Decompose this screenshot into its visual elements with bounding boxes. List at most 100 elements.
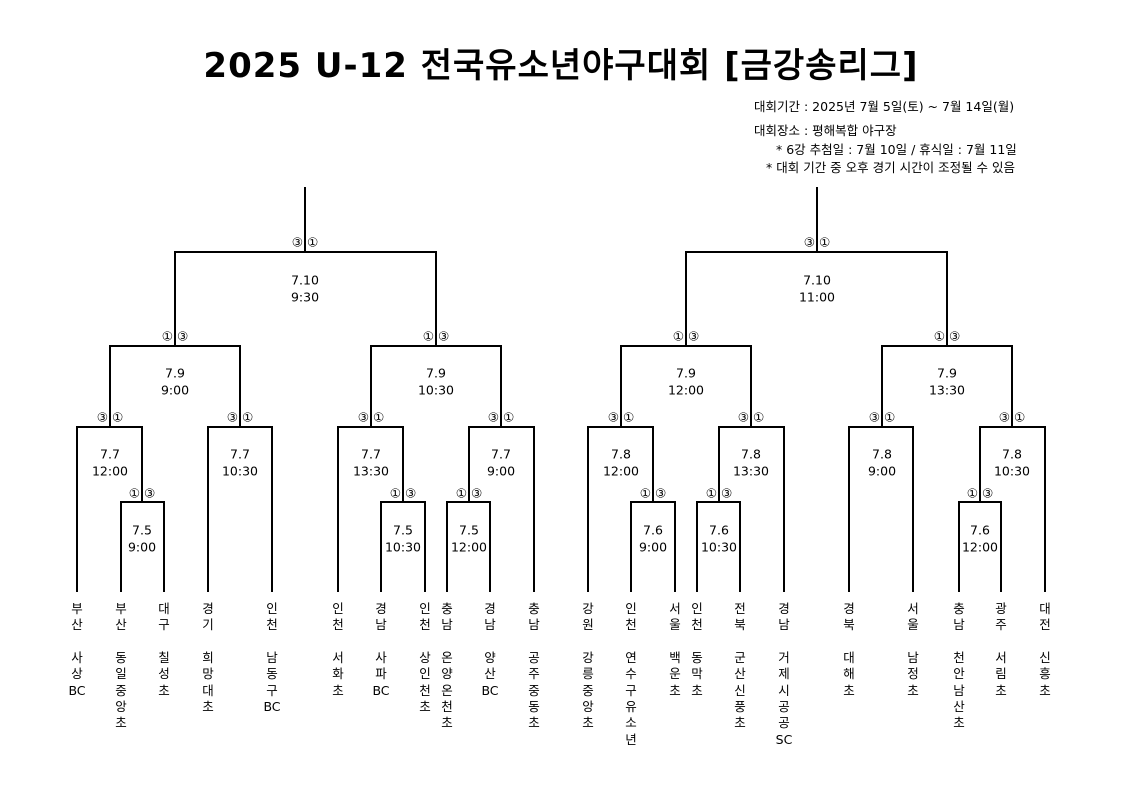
team-region: 경기 (202, 601, 214, 633)
team-region: 부산 (71, 601, 83, 633)
draw-note: * 6강 추첨일 : 7월 10일 / 휴식일 : 7월 11일 (776, 142, 1017, 157)
match-time: 9:00 (128, 540, 156, 555)
seed-markers: ① ③ (706, 486, 732, 501)
team-entry: 충남 천안남산초 (949, 601, 969, 732)
seed-markers: ③ ① (804, 235, 830, 250)
team-entry: 경남 양산BC (480, 601, 500, 699)
seed-markers: ③ ① (292, 235, 318, 250)
match-date: 7.5 (393, 523, 413, 538)
match-time: 10:30 (222, 464, 258, 479)
seed-markers: ① ③ (129, 486, 155, 501)
team-region: 경남 (375, 601, 387, 633)
team-name: 사파BC (372, 649, 390, 698)
team-name: 남동구BC (263, 649, 281, 715)
match-date: 7.9 (676, 366, 696, 381)
team-name: 동일중앙초 (115, 649, 127, 731)
team-region: 인천 (266, 601, 278, 633)
match-date: 7.7 (491, 447, 511, 462)
seed-markers: ① ③ (390, 486, 416, 501)
team-name: 희망대초 (202, 649, 214, 715)
team-name: 서림초 (995, 649, 1007, 698)
team-name: 사상BC (68, 649, 86, 698)
bracket-match-line (630, 427, 676, 592)
team-entry: 서울 백운초 (665, 601, 685, 699)
team-entry: 경북 대해초 (839, 601, 859, 699)
seed-markers: ③ ① (869, 410, 895, 425)
match-date: 7.8 (611, 447, 631, 462)
team-region: 인천 (332, 601, 344, 633)
tournament-venue: 대회장소 : 평해복합 야구장 (754, 123, 897, 138)
bracket-match-line (958, 427, 1002, 592)
match-date: 7.8 (872, 447, 892, 462)
team-entry: 서울 남정초 (903, 601, 923, 699)
team-entry: 대전 신흥초 (1035, 601, 1055, 699)
bracket-match-line (120, 427, 165, 592)
team-region: 대구 (158, 601, 170, 633)
match-date: 7.9 (426, 366, 446, 381)
team-entry: 인천 동막초 (687, 601, 707, 699)
match-date: 7.10 (291, 273, 319, 288)
seed-markers: ① ③ (423, 329, 449, 344)
match-time: 9:00 (639, 540, 667, 555)
match-date: 7.8 (1002, 447, 1022, 462)
match-time: 9:30 (291, 290, 319, 305)
seed-markers: ① ③ (456, 486, 482, 501)
seed-markers: ① ③ (934, 329, 960, 344)
seed-markers: ③ ① (608, 410, 634, 425)
seed-markers: ① ③ (673, 329, 699, 344)
team-name: 온양온천초 (441, 649, 453, 731)
match-date: 7.6 (643, 523, 663, 538)
match-time: 12:00 (962, 540, 998, 555)
match-time: 13:30 (353, 464, 389, 479)
schedule-note: * 대회 기간 중 오후 경기 시간이 조정될 수 있음 (766, 160, 1016, 175)
team-entry: 인천 연수구유소년 (621, 601, 641, 748)
team-name: 서화초 (332, 649, 344, 698)
match-date: 7.5 (132, 523, 152, 538)
bracket-match-line (685, 187, 948, 346)
seed-markers: ① ③ (967, 486, 993, 501)
match-date: 7.9 (165, 366, 185, 381)
team-entry: 충남 공주중동초 (524, 601, 544, 732)
team-name: 강릉중앙초 (582, 649, 594, 731)
match-time: 12:00 (92, 464, 128, 479)
match-time: 9:00 (487, 464, 515, 479)
team-name: 칠성초 (158, 649, 170, 698)
team-entry: 강원 강릉중앙초 (578, 601, 598, 732)
match-time: 12:00 (603, 464, 639, 479)
team-name: 양산BC (481, 649, 499, 698)
team-region: 서울 (669, 601, 681, 633)
bracket-match-line (380, 427, 426, 592)
team-entry: 부산 동일중앙초 (111, 601, 131, 732)
team-region: 경남 (778, 601, 790, 633)
team-region: 인천 (625, 601, 637, 633)
match-date: 7.5 (459, 523, 479, 538)
team-name: 천안남산초 (953, 649, 965, 731)
match-time: 13:30 (929, 383, 965, 398)
match-date: 7.10 (803, 273, 831, 288)
team-region: 인천 (419, 601, 431, 633)
match-date: 7.9 (937, 366, 957, 381)
bracket-match-line (446, 427, 491, 592)
match-date: 7.7 (100, 447, 120, 462)
team-entry: 전북 군산신풍초 (730, 601, 750, 732)
team-region: 전북 (734, 601, 746, 633)
team-region: 충남 (441, 601, 453, 633)
seed-markers: ③ ① (488, 410, 514, 425)
match-time: 9:00 (868, 464, 896, 479)
seed-markers: ③ ① (738, 410, 764, 425)
bracket-lines (76, 187, 1046, 592)
match-time: 9:00 (161, 383, 189, 398)
match-time: 10:30 (385, 540, 421, 555)
team-region: 대전 (1039, 601, 1051, 633)
team-region: 광주 (995, 601, 1007, 633)
bracket-match-line (696, 427, 741, 592)
team-region: 인천 (691, 601, 703, 633)
team-region: 충남 (528, 601, 540, 633)
seed-markers: ③ ① (227, 410, 253, 425)
match-time: 11:00 (799, 290, 835, 305)
bracket-labels: 7.10 9:30 ③ ① 7.10 11:00 ③ ① 7.9 9:00 ① ③ 7.9 10:3… (92, 235, 1030, 555)
page-title: 2025 U-12 전국유소년야구대회 [금강송리그] (203, 46, 919, 86)
